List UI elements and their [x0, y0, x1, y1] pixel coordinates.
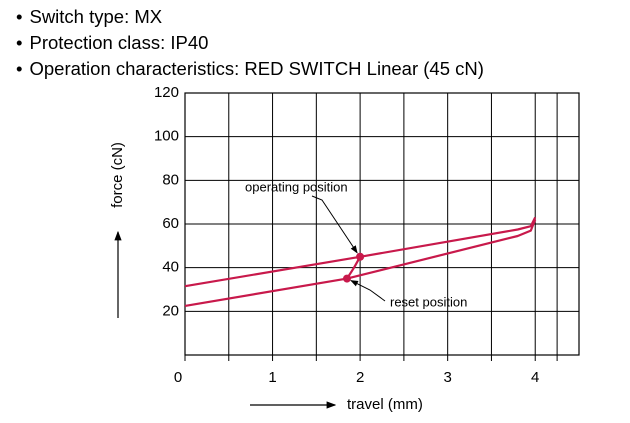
y-tick-label: 80	[162, 171, 179, 188]
annotation: operating position	[245, 179, 348, 194]
bullet: Switch type: MX	[16, 4, 484, 30]
y-tick-label: 60	[162, 215, 179, 232]
x-tick-label: 2	[356, 369, 364, 386]
bullet: Protection class: IP40	[16, 30, 484, 56]
data-line	[346, 256, 362, 280]
y-tick-label: 40	[162, 259, 179, 276]
annotated-point	[356, 252, 365, 261]
bullet-list: Switch type: MX Protection class: IP40 O…	[16, 4, 484, 82]
annotated-point	[342, 274, 351, 283]
y-tick-label: 120	[154, 84, 179, 101]
x-tick-label: 4	[531, 369, 539, 386]
y-tick-label: 100	[154, 128, 179, 145]
data-line	[184, 216, 537, 288]
data-line	[184, 219, 537, 307]
x-tick-label: 1	[268, 369, 276, 386]
y-axis-label: force (cN)	[109, 142, 126, 208]
leader-line	[350, 280, 386, 302]
x-tick-label: 3	[443, 369, 451, 386]
y-tick-label: 20	[162, 302, 179, 319]
annotation: reset position	[390, 294, 467, 309]
leader-line	[311, 195, 358, 254]
bullet: Operation characteristics: RED SWITCH Li…	[16, 56, 483, 82]
x-axis-label: travel (mm)	[347, 396, 423, 413]
x-tick-label: 0	[174, 369, 182, 386]
